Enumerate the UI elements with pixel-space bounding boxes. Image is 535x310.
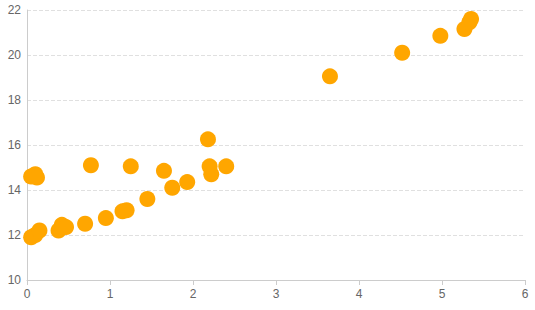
svg-text:16: 16 <box>8 138 22 152</box>
svg-text:4: 4 <box>356 287 363 301</box>
svg-text:2: 2 <box>190 287 197 301</box>
svg-text:22: 22 <box>8 3 22 17</box>
svg-text:0: 0 <box>24 287 31 301</box>
svg-text:12: 12 <box>8 228 22 242</box>
svg-text:18: 18 <box>8 93 22 107</box>
svg-text:1: 1 <box>107 287 114 301</box>
svg-text:3: 3 <box>273 287 280 301</box>
svg-text:20: 20 <box>8 48 22 62</box>
svg-text:5: 5 <box>439 287 446 301</box>
svg-text:6: 6 <box>522 287 529 301</box>
svg-text:10: 10 <box>8 273 22 287</box>
svg-text:14: 14 <box>8 183 22 197</box>
